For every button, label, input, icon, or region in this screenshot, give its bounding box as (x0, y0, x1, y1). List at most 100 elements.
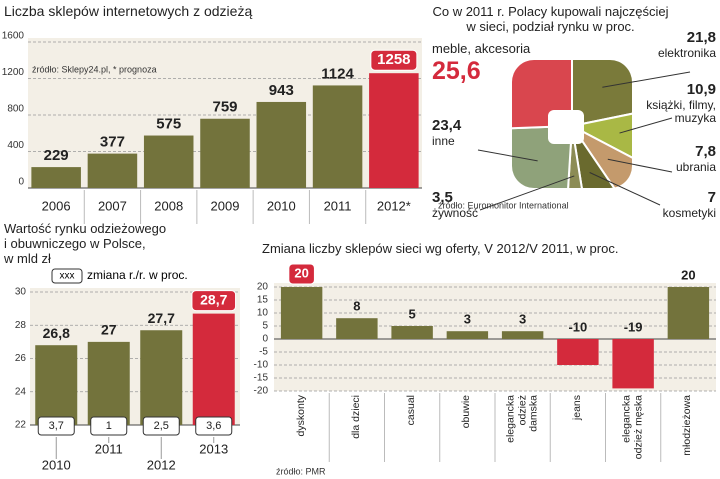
y-tick-label: 1200 (2, 67, 25, 78)
change-box (37, 416, 75, 436)
leader-line (589, 172, 661, 206)
x-tick-label: elegancka odzież damska (504, 394, 540, 443)
leader-line (479, 175, 575, 211)
value-label: 27,7 (148, 310, 175, 326)
x-tick-label: 2010 (267, 198, 296, 213)
value-label: 759 (212, 99, 237, 116)
pie-label: 3,5 żywność (432, 189, 479, 220)
value-label: 20 (294, 265, 308, 280)
x-tick-label: jeans (571, 394, 584, 420)
x-tick-label: obuwie (460, 394, 473, 428)
wedge (571, 125, 680, 227)
chart-title: Wartość rynku odzieżowego (4, 221, 167, 236)
value-label: 21,8 (686, 29, 716, 46)
bar (280, 287, 323, 339)
change-label: 3,7 (49, 420, 64, 432)
x-tick-label: casual (405, 394, 418, 425)
category-label: kosmetyki (662, 205, 716, 220)
value-label: 26,8 (43, 325, 70, 341)
category-label: meble, akcesoria (432, 41, 531, 56)
y-tick-label: -10 (254, 360, 269, 371)
value-label: 575 (156, 116, 181, 133)
value-label: 28,7 (200, 291, 227, 307)
y-tick-label: 800 (7, 104, 24, 115)
source: źródło: PMR (276, 466, 326, 476)
chart-title: Liczba sklepów internetowych z odzieżą (4, 3, 253, 19)
donut (450, 4, 693, 248)
y-tick-label: -5 (259, 347, 268, 358)
y-tick-label: 28 (15, 320, 27, 331)
wedge (571, 4, 691, 128)
x-tick-label: 2009 (211, 198, 240, 213)
value-label: 1124 (321, 65, 354, 82)
chart-title: Co w 2011 r. Polacy kupowali najczęściej… (432, 4, 669, 34)
value-label: 27 (101, 322, 117, 338)
x-tick-label: 2011 (324, 198, 352, 213)
bar (35, 345, 78, 425)
bar (140, 330, 183, 425)
x-tick-label: elegancka odzież męska (620, 394, 645, 459)
value-label-box (191, 290, 237, 312)
y-tick-label: 24 (15, 386, 27, 397)
bar (143, 135, 194, 188)
change-label: 3,6 (206, 420, 221, 432)
pie-label: 21,8 elektronika (657, 29, 716, 60)
bar (87, 341, 130, 425)
value-label-box (370, 49, 418, 71)
y-tick-label: 26 (15, 353, 27, 364)
value-label: 7,8 (695, 143, 716, 160)
bar (256, 101, 307, 188)
category-label: elektronika (657, 45, 716, 60)
legend-label: zmiana r./r. w proc. (87, 268, 188, 282)
change-box (195, 416, 233, 436)
category-label: żywność (432, 205, 479, 220)
leader-line (607, 158, 673, 173)
pie-label: meble, akcesoria 25,6 (432, 41, 531, 86)
wedge (571, 125, 641, 246)
x-tick-label: dyskonty (294, 394, 307, 436)
value-label: 23,4 (432, 117, 462, 134)
legend-sample: xxx (60, 271, 75, 282)
y-tick-label: 1600 (2, 31, 25, 42)
pie-label: 7 kosmetyki (662, 189, 716, 220)
bar (192, 313, 235, 425)
value-label: 3 (464, 312, 471, 327)
change-label: 1 (106, 420, 112, 432)
chart-title: i obuwniczego w Polsce, (4, 236, 146, 251)
value-label: 25,6 (432, 57, 481, 86)
bar (31, 167, 81, 188)
bar (391, 326, 433, 339)
bar (557, 339, 599, 365)
source: źródło: Sklepy24.pl, * prognoza (32, 64, 157, 74)
bar (336, 318, 378, 339)
leader-line (602, 71, 691, 88)
leader-line (619, 117, 673, 134)
leader-line (477, 149, 538, 162)
y-tick-label: 30 (15, 287, 27, 298)
x-tick-label: 2012* (377, 198, 411, 213)
y-tick-label: 0 (18, 177, 24, 188)
x-tick-label: młodzieżowa (681, 394, 694, 456)
y-tick-label: -15 (254, 373, 269, 384)
value-label: 377 (100, 134, 125, 151)
bar (200, 118, 250, 188)
bar (667, 287, 710, 339)
y-tick-label: 400 (7, 140, 24, 151)
change-box (90, 416, 128, 436)
category-label: książki, filmy, muzyka (646, 97, 716, 125)
value-label: -10 (568, 319, 587, 334)
x-tick-label: dla dzieci (350, 394, 363, 439)
bar (87, 153, 138, 188)
value-label: 943 (269, 82, 294, 99)
x-tick-label: 2012 (147, 457, 176, 472)
bar (501, 331, 544, 339)
bar (446, 331, 489, 339)
value-label: 1258 (377, 51, 410, 68)
value-label: -19 (624, 319, 643, 334)
legend-box (51, 268, 83, 284)
pie-label: 23,4 inne (432, 117, 462, 148)
chart-title: w mld zł (4, 251, 51, 266)
value-label: 8 (353, 299, 360, 314)
value-label: 20 (681, 267, 695, 282)
